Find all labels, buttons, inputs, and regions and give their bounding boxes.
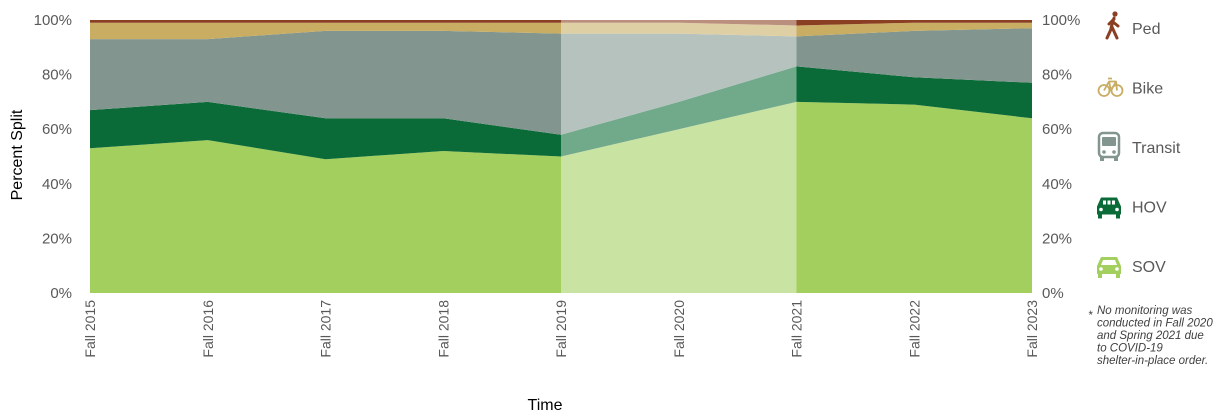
bike-icon xyxy=(1097,77,1124,97)
legend-item-sov: SOV xyxy=(1097,257,1166,278)
legend-label: Bike xyxy=(1132,81,1163,98)
x-tick: Fall 2020 xyxy=(671,300,687,358)
y-tick-left: 20% xyxy=(42,230,72,247)
right-y-axis: 0% 20% 40% 60% 80% 100% xyxy=(1042,12,1080,302)
walker-icon xyxy=(1105,11,1120,40)
legend-item-bike: Bike xyxy=(1097,77,1163,98)
y-tick-left: 60% xyxy=(42,121,72,138)
area-hov xyxy=(90,66,1032,160)
y-tick-right: 100% xyxy=(1042,12,1080,29)
footnote-line: and Spring 2021 due xyxy=(1097,330,1204,342)
x-tick: Fall 2017 xyxy=(318,300,334,358)
area-ped xyxy=(90,20,1032,26)
carpool-icon xyxy=(1097,197,1121,219)
y-tick-left: 40% xyxy=(42,176,72,193)
x-tick: Fall 2016 xyxy=(200,300,216,358)
x-axis-title: Time xyxy=(528,397,563,414)
footnote-marker: * xyxy=(1088,310,1093,322)
area-transit xyxy=(90,28,1032,135)
legend-label: Transit xyxy=(1132,140,1181,157)
y-tick-left: 0% xyxy=(50,285,72,302)
y-tick-right: 0% xyxy=(1042,285,1064,302)
area-bike xyxy=(90,22,1032,40)
legend: Ped Bike Transit HOV SOV xyxy=(1097,11,1181,278)
footnote-line: conducted in Fall 2020 xyxy=(1097,318,1213,330)
legend-item-ped: Ped xyxy=(1105,11,1160,40)
x-tick: Fall 2018 xyxy=(435,300,451,358)
legend-item-hov: HOV xyxy=(1097,197,1167,219)
no-monitoring-shade xyxy=(561,20,797,293)
x-tick: Fall 2022 xyxy=(906,300,922,358)
x-tick: Fall 2015 xyxy=(82,300,98,358)
legend-item-transit: Transit xyxy=(1097,131,1181,161)
legend-label: SOV xyxy=(1132,259,1166,276)
footnote-line: to COVID-19 xyxy=(1097,343,1163,355)
y-tick-right: 40% xyxy=(1042,176,1072,193)
y-tick-right: 20% xyxy=(1042,230,1072,247)
bus-icon xyxy=(1097,131,1121,161)
x-axis: Fall 2015 Fall 2016 Fall 2017 Fall 2018 Fall… xyxy=(82,300,1040,358)
x-tick: Fall 2021 xyxy=(789,300,805,358)
y-tick-right: 80% xyxy=(1042,67,1072,84)
footnote-line: shelter-in-place order. xyxy=(1097,355,1208,367)
car-icon xyxy=(1097,257,1121,278)
legend-label: Ped xyxy=(1132,21,1160,38)
y-tick-right: 60% xyxy=(1042,121,1072,138)
legend-label: HOV xyxy=(1132,200,1167,217)
y-tick-left: 100% xyxy=(34,12,72,29)
stacked-areas xyxy=(90,20,1032,294)
y-tick-left: 80% xyxy=(42,67,72,84)
area-sov xyxy=(90,101,1032,294)
left-y-axis: 0% 20% 40% 60% 80% 100% xyxy=(34,12,72,302)
x-tick: Fall 2019 xyxy=(553,300,569,358)
x-tick: Fall 2023 xyxy=(1024,300,1040,358)
y-axis-title: Percent Split xyxy=(9,109,26,200)
footnote-line: No monitoring was xyxy=(1097,305,1192,317)
